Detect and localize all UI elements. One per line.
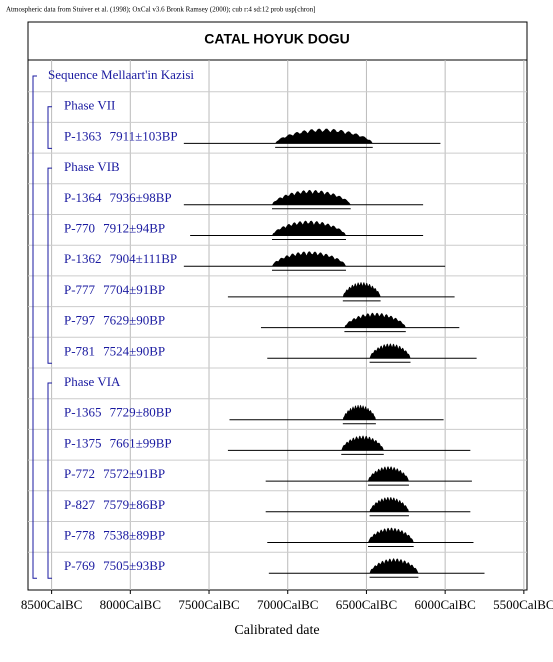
probability-distribution bbox=[342, 404, 376, 420]
sample-name: P-1375 bbox=[64, 435, 102, 450]
sample-label: P-1365 7729±80BP bbox=[64, 405, 172, 420]
probability-distribution bbox=[369, 496, 409, 512]
probability-distribution bbox=[271, 251, 346, 267]
group-bracket bbox=[47, 382, 52, 579]
x-tick-label: 6000CalBC bbox=[414, 597, 475, 612]
sample-label: P-769 7505±93BP bbox=[64, 558, 165, 573]
group-bracket bbox=[47, 106, 52, 149]
sample-date: 7629±90BP bbox=[103, 313, 165, 328]
sample-name: P-777 bbox=[64, 282, 96, 297]
x-tick-label: 7500CalBC bbox=[178, 597, 239, 612]
sample-date: 7538±89BP bbox=[103, 527, 165, 542]
group-label: Sequence Mellaart'in Kazisi bbox=[48, 67, 194, 82]
sample-name: P-769 bbox=[64, 558, 95, 573]
sample-date: 7524±90BP bbox=[103, 343, 165, 358]
probability-distribution bbox=[275, 128, 373, 144]
group-label: Phase VIA bbox=[64, 374, 121, 389]
group-label: Phase VII bbox=[64, 98, 115, 113]
subtitle: Atmospheric data from Stuiver et al. (19… bbox=[6, 6, 316, 14]
sample-label: P-1364 7936±98BP bbox=[64, 190, 172, 205]
sample-name: P-827 bbox=[64, 497, 96, 512]
sample-date: 7661±99BP bbox=[110, 435, 172, 450]
sample-label: P-827 7579±86BP bbox=[64, 497, 165, 512]
group-bracket bbox=[47, 167, 52, 364]
sample-name: P-778 bbox=[64, 527, 95, 542]
sample-date: 7704±91BP bbox=[103, 282, 165, 297]
probability-distribution bbox=[342, 281, 381, 297]
group-bracket bbox=[32, 75, 37, 579]
sample-label: P-781 7524±90BP bbox=[64, 343, 165, 358]
probability-distribution bbox=[368, 527, 414, 543]
sample-date: 7505±93BP bbox=[103, 558, 165, 573]
sample-label: P-1363 7911±103BP bbox=[64, 128, 178, 143]
sample-name: P-772 bbox=[64, 466, 95, 481]
probability-distribution bbox=[341, 435, 384, 451]
sample-date: 7579±86BP bbox=[103, 497, 165, 512]
x-tick-label: 5500CalBC bbox=[493, 597, 553, 612]
probability-distribution bbox=[344, 312, 406, 328]
chart-title: CATAL HOYUK DOGU bbox=[204, 31, 349, 47]
sample-name: P-1365 bbox=[64, 405, 102, 420]
sample-name: P-1362 bbox=[64, 251, 102, 266]
group-label: Phase VIB bbox=[64, 159, 120, 174]
sample-label: P-778 7538±89BP bbox=[64, 527, 165, 542]
sample-label: P-770 7912±94BP bbox=[64, 220, 165, 235]
sample-name: P-1364 bbox=[64, 190, 102, 205]
sample-label: P-1362 7904±111BP bbox=[64, 251, 177, 266]
sample-date: 7572±91BP bbox=[103, 466, 165, 481]
sample-date: 7911±103BP bbox=[110, 128, 178, 143]
sample-label: P-1375 7661±99BP bbox=[64, 435, 172, 450]
x-axis-label: Calibrated date bbox=[234, 623, 319, 638]
x-tick-label: 8000CalBC bbox=[100, 597, 161, 612]
x-tick-label: 7000CalBC bbox=[257, 597, 318, 612]
probability-distribution bbox=[368, 466, 409, 482]
probability-distribution bbox=[369, 558, 419, 574]
probability-distribution bbox=[271, 189, 351, 205]
sample-date: 7904±111BP bbox=[110, 251, 178, 266]
sample-name: P-770 bbox=[64, 220, 95, 235]
frame bbox=[27, 21, 528, 591]
sample-name: P-797 bbox=[64, 313, 96, 328]
sample-label: P-797 7629±90BP bbox=[64, 313, 165, 328]
sample-label: P-777 7704±91BP bbox=[64, 282, 165, 297]
x-tick-label: 8500CalBC bbox=[21, 597, 82, 612]
sample-label: P-772 7572±91BP bbox=[64, 466, 165, 481]
sample-name: P-1363 bbox=[64, 128, 102, 143]
sample-date: 7912±94BP bbox=[103, 220, 165, 235]
sample-date: 7936±98BP bbox=[110, 190, 172, 205]
sample-name: P-781 bbox=[64, 343, 95, 358]
probability-distribution bbox=[271, 220, 346, 236]
x-tick-label: 6500CalBC bbox=[336, 597, 397, 612]
probability-distribution bbox=[369, 343, 411, 359]
sample-date: 7729±80BP bbox=[110, 405, 172, 420]
